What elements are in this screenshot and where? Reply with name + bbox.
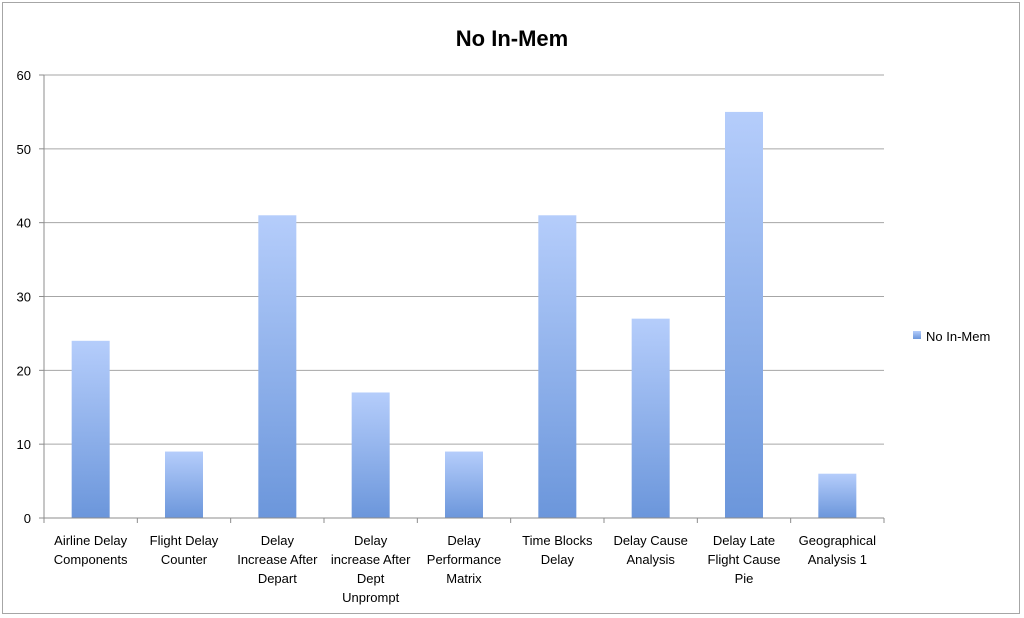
bar (351, 392, 390, 518)
x-category-label-line: Increase After (237, 552, 318, 567)
y-tick-label: 60 (17, 68, 31, 83)
x-category-label-line: Unprompt (342, 590, 399, 605)
x-category-label-line: Delay (541, 552, 575, 567)
x-category-label-line: Counter (161, 552, 208, 567)
x-category-label-line: increase After (331, 552, 411, 567)
x-category-label-line: Delay Late (713, 533, 775, 548)
x-category-label: Delay Performance Matrix (427, 533, 501, 586)
bar (631, 318, 670, 518)
y-tick-label: 20 (17, 363, 31, 378)
y-tick-label: 10 (17, 437, 31, 452)
bar (818, 473, 857, 518)
x-category-label-line: Geographical (799, 533, 876, 548)
x-category-label-line: Pie (735, 571, 754, 586)
x-category-label-line: Airline Delay (54, 533, 127, 548)
chart-title: No In-Mem (456, 26, 568, 51)
bar (445, 451, 483, 518)
bar (258, 215, 297, 519)
x-category-label-line: Delay (261, 533, 295, 548)
x-category-label: Delay Increase After Depart (237, 533, 318, 586)
x-axis-labels: Airline Delay Components Flight Delay Count… (54, 533, 876, 605)
x-category-label-line: Depart (258, 571, 297, 586)
x-category-label: Geographical Analysis 1 (799, 533, 876, 567)
x-category-label: Airline Delay Components (54, 533, 128, 567)
x-category-label-line: Performance (427, 552, 501, 567)
x-category-label: Delay Late Flight Cause Pie (708, 533, 781, 586)
x-category-label-line: Analysis 1 (808, 552, 867, 567)
x-category-label-line: Dept (357, 571, 385, 586)
x-category-label-line: Components (54, 552, 128, 567)
x-category-label-line: Flight Delay (150, 533, 219, 548)
axes (39, 74, 885, 523)
y-tick-label: 50 (17, 142, 31, 157)
x-category-label-line: Flight Cause (708, 552, 781, 567)
legend-swatch (913, 331, 921, 339)
legend: No In-Mem (913, 329, 990, 344)
x-category-label-line: Delay Cause (613, 533, 687, 548)
x-category-label: Time Blocks Delay (522, 533, 593, 567)
x-category-label-line: Delay (447, 533, 481, 548)
x-category-label-line: Delay (354, 533, 388, 548)
bar (538, 215, 577, 519)
legend-label: No In-Mem (926, 329, 990, 344)
bar (71, 340, 110, 518)
bars (71, 111, 857, 519)
y-tick-label: 0 (24, 511, 31, 526)
y-tick-label: 30 (17, 290, 31, 305)
bar (165, 451, 203, 518)
x-category-label: Flight Delay Counter (150, 533, 219, 567)
x-category-label: Delay Cause Analysis (613, 533, 687, 567)
bar (725, 111, 763, 519)
x-category-label-line: Analysis (626, 552, 675, 567)
y-axis-ticks: 0 10 20 30 40 50 60 (17, 68, 31, 526)
y-tick-label: 40 (17, 216, 31, 231)
x-category-label-line: Matrix (446, 571, 482, 586)
x-category-label: Delay increase After Dept Unprompt (331, 533, 411, 605)
x-category-label-line: Time Blocks (522, 533, 593, 548)
